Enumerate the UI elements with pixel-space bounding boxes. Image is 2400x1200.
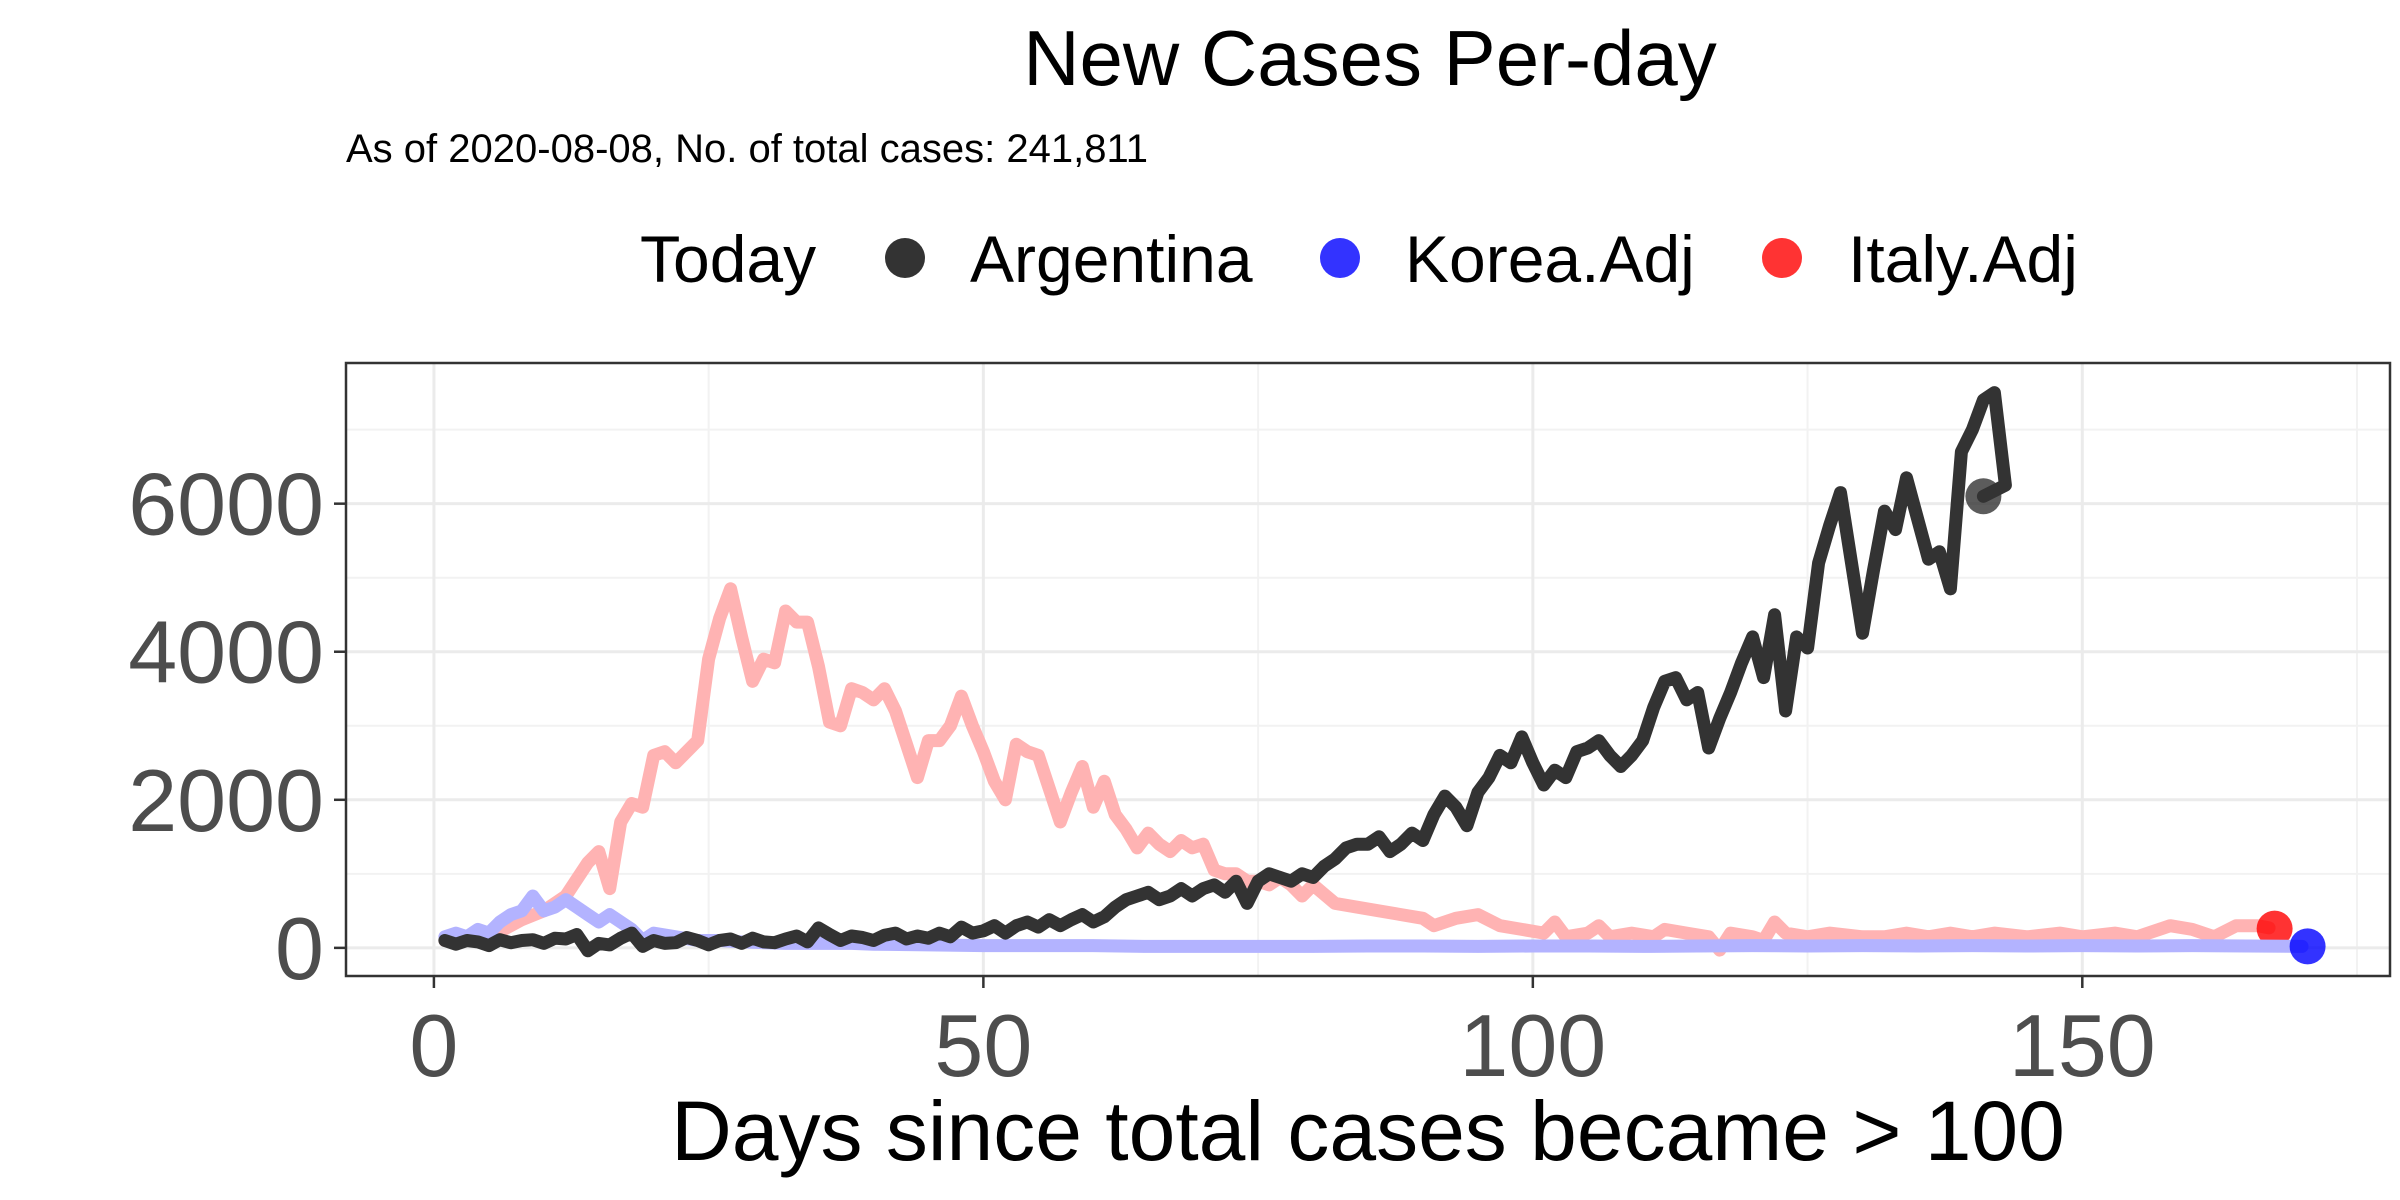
chart-title: New Cases Per-day: [1023, 14, 1717, 102]
grid-minor: [346, 363, 2390, 976]
x-tick-label: 150: [2009, 996, 2156, 1095]
legend-key-korea: [1320, 238, 1360, 278]
y-tick-label: 2000: [128, 751, 324, 850]
y-tick-label: 6000: [128, 455, 324, 554]
plot-border: [344, 361, 2392, 978]
legend-title: Today: [640, 222, 816, 296]
legend-label-italy: Italy.Adj: [1848, 222, 2078, 296]
y-tick-label: 4000: [128, 603, 324, 702]
legend: Today Argentina Korea.Adj Italy.Adj: [640, 222, 2078, 296]
series-endpoint-italy-adj: [2256, 910, 2293, 947]
series-endpoint-argentina: [1965, 478, 2002, 515]
chart-subtitle: As of 2020-08-08, No. of total cases: 24…: [346, 127, 1148, 171]
series-endpoint-korea-adj: [2289, 928, 2326, 965]
series-line-argentina: [438, 386, 2012, 958]
y-axis: 0 2000 4000 6000: [128, 455, 346, 998]
x-tick-label: 0: [409, 996, 458, 1095]
series-line-korea-adj: [438, 889, 2309, 953]
legend-key-argentina: [885, 238, 925, 278]
series-layer: [438, 386, 2326, 965]
x-tick-label: 50: [934, 996, 1032, 1095]
x-axis-title: Days since total cases became > 100: [671, 1084, 2065, 1178]
series-line-italy-adj: [438, 582, 2276, 957]
y-tick-label: 0: [275, 899, 324, 998]
x-axis: 0 50 100 150: [409, 976, 2156, 1095]
legend-label-korea: Korea.Adj: [1405, 222, 1695, 296]
legend-label-argentina: Argentina: [970, 222, 1253, 296]
grid-major: [346, 363, 2390, 976]
x-tick-label: 100: [1459, 996, 1606, 1095]
legend-key-italy: [1762, 238, 1802, 278]
